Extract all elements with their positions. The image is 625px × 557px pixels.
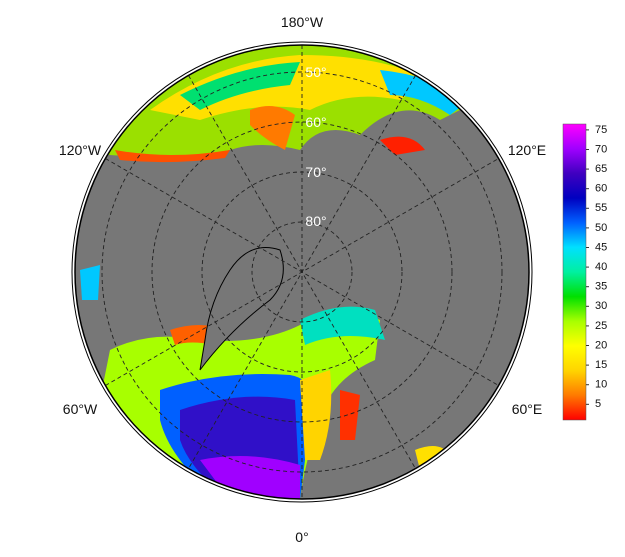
latitude-label: 50°	[305, 64, 326, 80]
colorbar-tick-label: 10	[595, 379, 607, 391]
colorbar-tick-label: 35	[595, 281, 607, 293]
colorbar-tick-label: 30	[595, 300, 607, 312]
sst-field	[250, 106, 295, 150]
longitude-label: 180°W	[281, 14, 324, 30]
colorbar-tick-label: 60	[595, 183, 607, 195]
colorbar-tick-label: 45	[595, 241, 607, 253]
sst-field	[380, 136, 425, 155]
sst-field	[380, 70, 470, 115]
map-body	[75, 45, 529, 499]
map-border	[74, 44, 530, 500]
longitude-label: 120°E	[508, 142, 546, 158]
graticule	[101, 45, 503, 499]
colorbar-tick-label: 5	[595, 398, 601, 410]
sst-field	[300, 306, 385, 345]
sst-field	[300, 370, 332, 460]
colorbar-tick-label: 70	[595, 143, 607, 155]
latitude-label: 80°	[305, 213, 326, 229]
latitude-label: 70°	[305, 164, 326, 180]
sst-field	[340, 390, 360, 440]
colorbar-tick-label: 50	[595, 222, 607, 234]
colorbar-tick-label: 75	[595, 124, 607, 136]
colorbar: 5 10 15 20 25 30 35 40 45 50 55 60 65 70 75	[562, 123, 607, 421]
colorbar-tick-label: 25	[595, 320, 607, 332]
colorbar-tick-label: 55	[595, 202, 607, 214]
colorbar-tick-label: 20	[595, 339, 607, 351]
longitude-label: 60°W	[63, 401, 98, 417]
sst-field	[115, 150, 230, 163]
latitude-label: 60°	[305, 114, 326, 130]
colorbar-tick-label: 65	[595, 163, 607, 175]
colorbar-scale	[562, 123, 587, 421]
landmass	[199, 247, 284, 371]
map-border	[71, 41, 533, 503]
sst-field	[80, 265, 100, 300]
longitude-label: 60°E	[512, 401, 543, 417]
sst-field	[150, 55, 430, 120]
longitude-label: 0°	[295, 529, 308, 545]
longitude-label: 120°W	[59, 142, 102, 158]
sst-field	[180, 62, 300, 110]
colorbar-tick-label: 40	[595, 261, 607, 273]
colorbar-tick-label: 15	[595, 359, 607, 371]
